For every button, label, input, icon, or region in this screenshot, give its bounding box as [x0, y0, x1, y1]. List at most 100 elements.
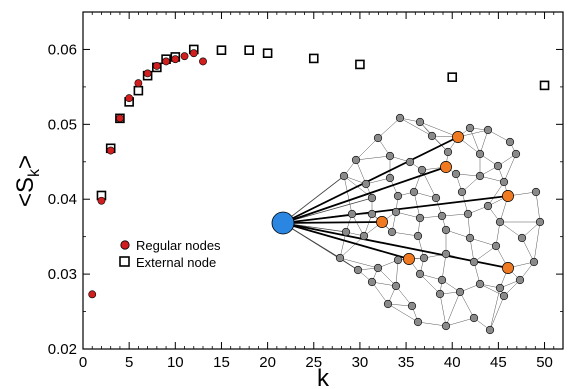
network-node — [465, 233, 475, 243]
network-node — [469, 313, 479, 323]
network-node — [437, 211, 447, 221]
network-node — [373, 133, 383, 143]
network-edge — [343, 175, 353, 215]
network-edge — [365, 177, 391, 185]
network-node — [451, 169, 461, 179]
network-edge — [377, 117, 401, 139]
network-node — [483, 201, 493, 211]
network-node — [339, 171, 349, 181]
network-node — [485, 325, 495, 335]
network-node — [367, 193, 377, 203]
network-edge — [445, 317, 475, 327]
network-node — [407, 301, 417, 311]
network-node — [373, 263, 383, 273]
hub-edge — [282, 175, 345, 224]
y-tick-label: 0.05 — [48, 116, 77, 133]
network-edge — [417, 321, 447, 327]
external-node-point — [447, 72, 458, 82]
legend-marker-external-node — [119, 256, 130, 267]
network-edge — [469, 237, 497, 247]
y-tick-label: 0.02 — [48, 341, 77, 358]
x-tick-label: 25 — [305, 354, 322, 371]
network-node — [351, 155, 361, 165]
network-node — [347, 209, 357, 219]
network-edge — [499, 221, 523, 239]
network-node — [361, 179, 371, 189]
network-edge — [413, 191, 421, 219]
legend-label-regular-nodes: Regular nodes — [136, 238, 221, 253]
legend-label-external-node: External node — [136, 255, 216, 270]
network-node — [437, 275, 447, 285]
network-node — [385, 151, 395, 161]
network-node — [393, 191, 403, 201]
external-node-point — [355, 59, 365, 70]
network-node — [493, 161, 503, 171]
network-edge — [371, 281, 389, 305]
network-node — [427, 131, 437, 141]
y-tick-label: 0.03 — [48, 266, 77, 283]
hub-highlight-edge — [282, 221, 383, 224]
network-edge — [399, 117, 433, 137]
network-edge — [521, 237, 535, 263]
network-node — [515, 275, 525, 285]
network-node — [367, 209, 377, 219]
regular-node-point — [125, 94, 134, 103]
network-edge — [355, 159, 367, 185]
network-node — [419, 253, 429, 263]
network-edge — [479, 129, 489, 155]
network-edge — [489, 287, 501, 331]
network-edge — [391, 231, 419, 237]
x-tick-label: 45 — [490, 354, 507, 371]
y-axis-label: <Sk> — [12, 155, 43, 207]
network-edge — [395, 259, 399, 287]
network-node — [517, 233, 527, 243]
network-node — [441, 249, 451, 259]
external-node-point — [133, 85, 144, 96]
network-edge — [441, 213, 469, 217]
network-edge — [339, 231, 347, 259]
network-node — [385, 173, 395, 183]
network-node — [465, 123, 475, 133]
network-edge — [445, 229, 471, 239]
external-node-point — [216, 45, 227, 55]
network-node — [457, 187, 467, 197]
network-node — [455, 287, 465, 297]
x-tick-label: 40 — [444, 354, 461, 371]
external-node-point — [308, 53, 319, 64]
network-node — [475, 171, 485, 181]
network-edge — [339, 257, 379, 269]
network-edge — [395, 211, 421, 219]
network-edge — [351, 213, 365, 237]
network-node — [431, 193, 441, 203]
network-node — [387, 227, 397, 237]
network-inset — [271, 113, 545, 335]
network-node — [391, 207, 401, 217]
external-node-point — [262, 48, 273, 58]
network-node — [531, 187, 541, 197]
x-tick-label: 15 — [213, 354, 230, 371]
network-node — [415, 269, 425, 279]
network-edge — [419, 121, 459, 138]
network-edge — [487, 129, 511, 143]
regular-node-point — [180, 52, 189, 61]
highlighted-node — [376, 216, 388, 228]
hub-highlight-edge — [282, 222, 410, 260]
network-node — [505, 137, 515, 147]
network-edge — [469, 127, 481, 155]
network-node — [463, 209, 473, 219]
network-node — [495, 283, 505, 293]
network-node — [417, 165, 427, 175]
regular-node-point — [152, 62, 161, 70]
network-edge — [487, 181, 505, 207]
external-node — [271, 211, 295, 235]
network-node — [413, 231, 423, 241]
x-tick-label: 35 — [398, 354, 415, 371]
data-marks — [88, 44, 550, 299]
network-node — [383, 299, 393, 309]
network-edge — [445, 291, 461, 327]
network-node — [475, 279, 485, 289]
y-tick-label: 0.04 — [48, 191, 77, 208]
network-edge — [533, 221, 541, 263]
regular-node-point — [199, 57, 207, 66]
